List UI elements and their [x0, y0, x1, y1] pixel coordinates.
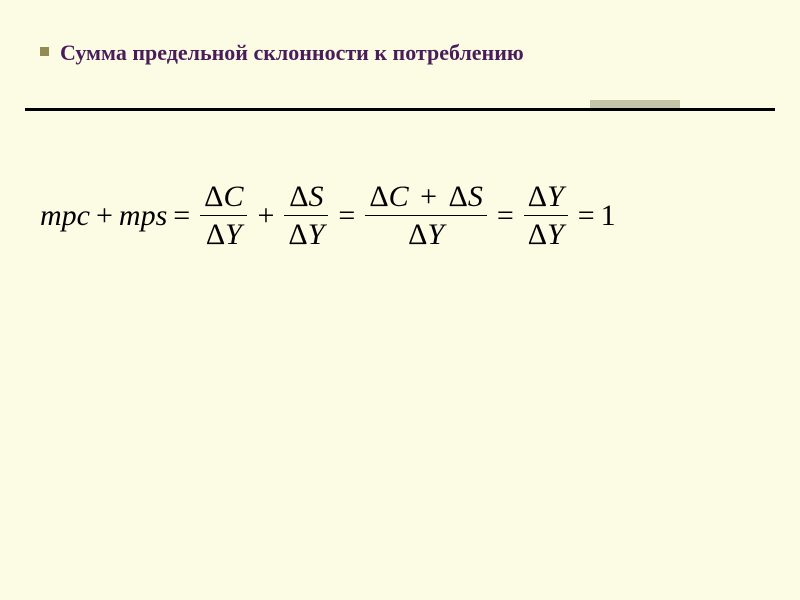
var-y: Y — [427, 218, 444, 251]
horizontal-rule — [25, 108, 775, 111]
equals-sign: = — [167, 199, 196, 233]
delta-symbol: Δ — [288, 218, 307, 251]
fraction-dc-dy: ΔC ΔY — [200, 180, 247, 251]
fraction-dc-plus-ds-dy: ΔC + ΔS ΔY — [365, 180, 487, 251]
var-mps: mps — [119, 199, 167, 233]
delta-symbol: Δ — [449, 180, 468, 213]
var-mpc: mpc — [40, 199, 90, 233]
title-bullet — [40, 47, 49, 56]
delta-symbol: Δ — [369, 180, 388, 213]
plus-sign: + — [90, 199, 119, 233]
plus-sign: + — [416, 180, 441, 213]
delta-symbol: Δ — [528, 180, 547, 213]
var-y: Y — [225, 218, 242, 251]
var-c: C — [389, 180, 409, 213]
var-y: Y — [547, 180, 564, 213]
equals-sign: = — [572, 199, 601, 233]
delta-symbol: Δ — [289, 180, 308, 213]
equation: mpc + mps = ΔC ΔY + ΔS ΔY = ΔC + ΔS ΔY =… — [40, 180, 616, 251]
slide-title: Сумма предельной склонности к потреблени… — [60, 40, 524, 66]
plus-sign: + — [251, 199, 280, 233]
delta-symbol: Δ — [528, 218, 547, 251]
delta-symbol: Δ — [204, 180, 223, 213]
var-c: C — [223, 180, 243, 213]
var-y: Y — [308, 218, 325, 251]
delta-symbol: Δ — [206, 218, 225, 251]
delta-symbol: Δ — [408, 218, 427, 251]
var-s: S — [468, 180, 483, 213]
equals-sign: = — [332, 199, 361, 233]
fraction-ds-dy: ΔS ΔY — [284, 180, 328, 251]
rule-accent — [590, 100, 680, 108]
constant-one: 1 — [601, 199, 616, 233]
fraction-dy-dy: ΔY ΔY — [524, 180, 568, 251]
var-y: Y — [547, 218, 564, 251]
equals-sign: = — [491, 199, 520, 233]
var-s: S — [309, 180, 324, 213]
